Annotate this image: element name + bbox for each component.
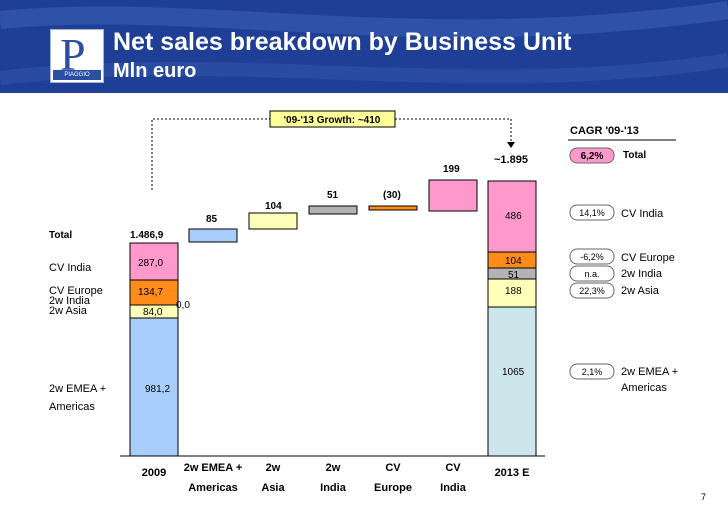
- cagr-pill-cv-india: [569, 204, 615, 221]
- row-label-total: Total: [49, 230, 72, 241]
- cagr-label-2w-india: 2w India: [621, 268, 663, 280]
- xtick-cvindia-2: India: [440, 482, 467, 494]
- page-number: 7: [700, 492, 706, 502]
- label-delta-cv-india: 199: [443, 164, 460, 175]
- row-label-2w-asia: 2w Asia: [49, 305, 88, 317]
- bar-delta-2w-emea: [188, 228, 238, 243]
- xtick-emea-1: 2w EMEA +: [184, 462, 243, 474]
- label-2009-emea: 981,2: [145, 384, 170, 395]
- page-title: Net sales breakdown by Business Unit: [113, 28, 572, 56]
- xtick-2013e: 2013 E: [495, 467, 530, 479]
- piaggio-logo: P PIAGGIO: [50, 29, 104, 83]
- xtick-asia-1: 2w: [266, 462, 281, 474]
- cagr-pill-2w-emea: [569, 363, 615, 380]
- label-2009-asia: 84,0: [143, 307, 163, 318]
- growth-arrow-head: [507, 142, 515, 148]
- growth-label: '09-'13 Growth: ~410: [284, 115, 381, 126]
- row-label-2w-emea: 2w EMEA +: [49, 383, 106, 395]
- cagr-value-2w-emea: 2,1%: [582, 367, 603, 377]
- cagr-label-2w-asia: 2w Asia: [621, 285, 660, 297]
- cagr-pill-cv-europe: [569, 248, 615, 265]
- label-delta-india: 51: [327, 190, 339, 201]
- bar-delta-cv-india: [428, 179, 478, 212]
- growth-bracket-left: [151, 118, 270, 190]
- bar-delta-2w-asia: [248, 212, 298, 230]
- bar-2013-2w-asia: [487, 278, 537, 308]
- row-label-2w-india: 2w India: [49, 295, 91, 307]
- bar-2009-cv-europe: [129, 279, 179, 306]
- xtick-india-1: 2w: [326, 462, 341, 474]
- logo-letter: P: [60, 29, 86, 80]
- cagr-label-americas: Americas: [621, 382, 667, 394]
- cagr-pill-2w-india: [569, 265, 615, 282]
- label-2013-asia: 188: [505, 286, 522, 297]
- label-2009-2w-india: 0,0: [176, 300, 190, 311]
- label-2013-cv-india: 486: [505, 211, 522, 222]
- xtick-asia-2: Asia: [261, 482, 285, 494]
- cagr-title: CAGR '09-'13: [570, 125, 639, 137]
- xtick-europe-2: Europe: [374, 482, 412, 494]
- label-2013-europe: 104: [505, 256, 522, 267]
- label-delta-europe: (30): [383, 190, 401, 201]
- cagr-label-2w-emea: 2w EMEA +: [621, 366, 678, 378]
- label-2009-europe: 134,7: [138, 287, 163, 298]
- cagr-label-total: Total: [623, 150, 646, 161]
- xtick-emea-2: Americas: [188, 482, 238, 494]
- logo-wordmark: PIAGGIO: [53, 70, 101, 80]
- bar-2009-2w-emea: [129, 317, 179, 457]
- cagr-value-cv-india: 14,1%: [579, 208, 605, 218]
- row-label-cv-india: CV India: [49, 262, 92, 274]
- cagr-value-cv-europe: -6,2%: [580, 252, 604, 262]
- bar-delta-2w-india: [308, 205, 358, 215]
- cagr-pill-total: [569, 147, 615, 164]
- label-delta-asia: 104: [265, 201, 282, 212]
- cagr-label-cv-india: CV India: [621, 208, 664, 220]
- label-2013-2w-india: 51: [508, 270, 520, 281]
- bar-delta-cv-europe: [368, 205, 418, 211]
- xtick-india-2: India: [320, 482, 347, 494]
- label-delta-emea: 85: [206, 214, 218, 225]
- cagr-value-total: 6,2%: [581, 151, 604, 162]
- cagr-pill-2w-asia: [569, 282, 615, 299]
- cagr-value-2w-asia: 22,3%: [579, 286, 605, 296]
- cagr-value-2w-india: n.a.: [584, 269, 599, 279]
- label-2013-emea: 1065: [502, 367, 525, 378]
- bar-2009-cv-india: [129, 242, 179, 281]
- label-2013-total: ~1.895: [494, 154, 528, 166]
- xtick-2009: 2009: [142, 467, 166, 479]
- page-subtitle: Mln euro: [113, 60, 197, 82]
- label-2009-cv-india: 287,0: [138, 258, 163, 269]
- bar-2013-2w-emea: [487, 306, 537, 457]
- growth-box: [269, 110, 396, 128]
- row-label-americas: Americas: [49, 401, 95, 413]
- header-banner: P PIAGGIO Net sales breakdown by Busines…: [0, 0, 728, 93]
- row-label-cv-europe: CV Europe: [49, 285, 103, 297]
- bar-2013-cv-india: [487, 180, 537, 253]
- label-2009-total: 1.486,9: [130, 230, 164, 241]
- cagr-label-cv-europe: CV Europe: [621, 252, 675, 264]
- xtick-europe-1: CV: [385, 462, 401, 474]
- xtick-cvindia-1: CV: [445, 462, 461, 474]
- growth-bracket-right: [395, 118, 512, 142]
